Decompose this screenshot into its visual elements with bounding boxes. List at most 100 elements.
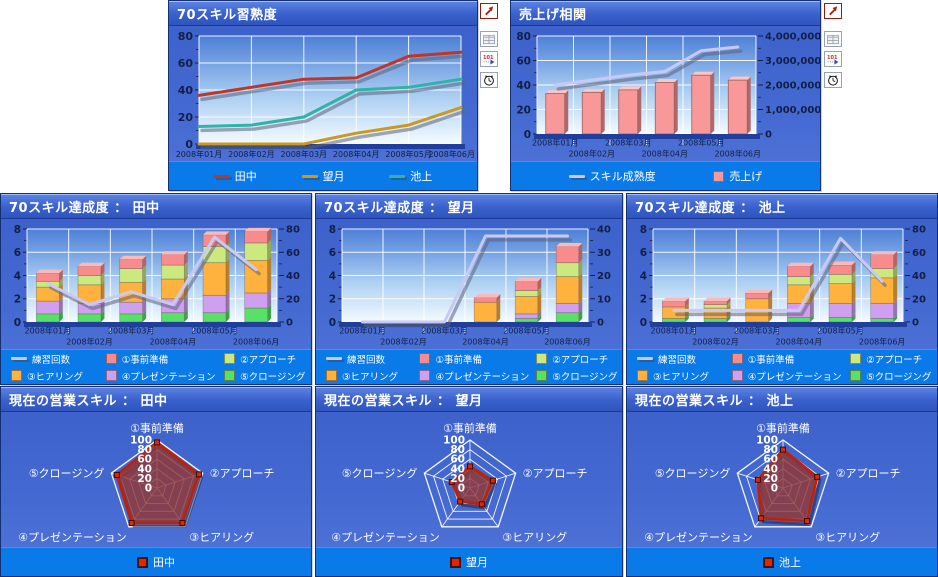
svg-text:60: 60 xyxy=(137,454,152,466)
svg-text:2: 2 xyxy=(14,294,21,306)
svg-text:60: 60 xyxy=(286,248,300,259)
chart-window-achievement-mochizuki: 70スキル達成度 ： 望月 0 2 4 6 8 0 10 20 30 40 2008年01月 2008… xyxy=(315,193,623,385)
sales-correlation-combo-chart[interactable]: 0 20 40 60 80 0 1,000,000 2,000,000 3,000,000 4,0… xyxy=(511,26,820,161)
legend-marker-square xyxy=(536,353,548,364)
svg-text:1,000,000: 1,000,000 xyxy=(765,105,820,116)
svg-text:20: 20 xyxy=(178,111,194,124)
clock-icon[interactable] xyxy=(480,72,498,88)
window-title-radar-ikegami[interactable]: 現在の営業スキル ： 池上 xyxy=(627,387,937,412)
svg-text:20: 20 xyxy=(597,271,611,282)
window-title-radar-mochizuki[interactable]: 現在の営業スキル ： 望月 xyxy=(316,387,622,412)
legend-marker-square-red xyxy=(137,556,148,568)
legend-item: ④プレゼンテーション xyxy=(419,369,536,383)
legend-item: ③ヒアリング xyxy=(11,369,106,383)
window-title-radar-tanaka[interactable]: 現在の営業スキル ： 田中 xyxy=(1,387,311,412)
legend-item: ②アプローチ xyxy=(536,352,618,366)
chart-window-radar-ikegami: 現在の営業スキル ： 池上 0 20 40 60 80 100 ①事前準備 ②アプローチ ③ヒア… xyxy=(626,386,938,577)
svg-text:100: 100 xyxy=(756,435,778,447)
radar-chart-ikegami[interactable]: 0 20 40 60 80 100 ①事前準備 ②アプローチ ③ヒアリング ④プレゼンテーション ⑤… xyxy=(627,412,937,547)
svg-text:⑤クロージング: ⑤クロージング xyxy=(342,466,418,480)
expand-icon[interactable] xyxy=(480,3,498,19)
svg-text:40: 40 xyxy=(763,463,778,475)
radar-ikegami-legend: 池上 xyxy=(627,547,937,576)
svg-text:2008年04月: 2008年04月 xyxy=(776,337,823,347)
svg-text:2008年05月: 2008年05月 xyxy=(678,138,725,148)
svg-text:②アプローチ: ②アプローチ xyxy=(523,467,588,480)
svg-text:2008年01月: 2008年01月 xyxy=(532,138,579,148)
radar-chart-mochizuki[interactable]: 0 20 40 60 80 100 ①事前準備 ②アプローチ ③ヒアリング ④プレゼンテーション ⑤… xyxy=(316,412,622,547)
svg-text:40: 40 xyxy=(450,463,465,475)
svg-text:60: 60 xyxy=(912,248,926,259)
toolbar-sales-correlation: 101 xyxy=(824,3,844,88)
svg-text:4: 4 xyxy=(640,270,647,282)
svg-text:0: 0 xyxy=(597,318,604,329)
window-title-skill-proficiency[interactable]: 70スキル習熟度 xyxy=(169,1,477,26)
radar-chart-tanaka[interactable]: 0 20 40 60 80 100 ①事前準備 ②アプローチ ③ヒアリング ④プレゼンテーション ⑤… xyxy=(1,412,311,547)
legend-marker-line xyxy=(11,357,27,360)
legend-label: ④プレゼンテーション xyxy=(747,371,842,383)
svg-text:0: 0 xyxy=(524,129,531,141)
legend-marker-line xyxy=(213,174,230,178)
legend-label: 練習回数 xyxy=(347,354,386,366)
svg-text:2008年02月: 2008年02月 xyxy=(66,337,113,347)
chart-window-achievement-tanaka: 70スキル達成度 ： 田中 0 2 4 6 8 0 20 40 60 80 2008年01月 2008… xyxy=(0,193,312,385)
legend-label: ③ヒアリング xyxy=(653,371,710,383)
legend-marker-square xyxy=(419,370,431,381)
legend-label: 池上 xyxy=(410,170,433,183)
legend-label: スキル成熟度 xyxy=(589,170,656,183)
legend-item: 田中 xyxy=(137,554,175,570)
legend-label: ⑤クロージング xyxy=(552,371,618,383)
achievement-mochizuki-legend: 練習回数 ①事前準備 ②アプローチ ③ヒアリング ④プレゼンテーション ⑤クロージング xyxy=(316,349,622,384)
numeric-data-icon[interactable]: 101 xyxy=(480,51,498,67)
legend-label: ①事前準備 xyxy=(747,354,795,366)
legend-label: ①事前準備 xyxy=(435,354,482,366)
table-view-icon[interactable] xyxy=(824,31,842,47)
legend-marker-line xyxy=(326,357,342,360)
legend-item: ⑤クロージング xyxy=(224,369,307,383)
table-view-icon[interactable] xyxy=(480,31,498,47)
window-title-achievement-mochizuki[interactable]: 70スキル達成度 ： 望月 xyxy=(316,194,622,219)
legend-item: 池上 xyxy=(389,168,432,184)
svg-text:20: 20 xyxy=(286,294,300,305)
window-title-achievement-tanaka[interactable]: 70スキル達成度 ： 田中 xyxy=(1,194,311,219)
svg-text:③ヒアリング: ③ヒアリング xyxy=(815,530,880,544)
svg-text:80: 80 xyxy=(178,30,194,43)
clock-icon[interactable] xyxy=(824,72,842,88)
legend-marker-line xyxy=(389,174,406,178)
svg-text:2008年04月: 2008年04月 xyxy=(333,149,380,159)
svg-text:2008年03月: 2008年03月 xyxy=(421,326,468,336)
window-title-sales-correlation[interactable]: 売上げ相関 xyxy=(511,1,820,26)
svg-text:①事前準備: ①事前準備 xyxy=(756,421,810,435)
legend-marker-square xyxy=(536,370,548,381)
svg-text:④プレゼンテーション: ④プレゼンテーション xyxy=(331,531,440,544)
expand-icon[interactable] xyxy=(824,3,842,19)
svg-text:④プレゼンテーション: ④プレゼンテーション xyxy=(644,531,753,544)
skill-proficiency-line-chart[interactable]: 0 20 40 60 80 2008年01月 2008年02月 2008年03月 2008年04… xyxy=(169,26,477,161)
achievement-ikegami-stacked-chart[interactable]: 0 2 4 6 8 0 20 40 60 80 2008年01月 2008年02月 2008年03月 20… xyxy=(627,219,937,349)
svg-text:6: 6 xyxy=(640,247,647,259)
legend-label: 売上げ xyxy=(729,170,763,183)
svg-text:2008年02月: 2008年02月 xyxy=(568,149,615,159)
svg-text:80: 80 xyxy=(286,225,300,236)
legend-label: 望月 xyxy=(466,556,488,569)
svg-text:0: 0 xyxy=(640,317,647,329)
svg-text:0: 0 xyxy=(765,130,772,141)
svg-text:20: 20 xyxy=(912,294,926,305)
svg-text:③ヒアリング: ③ヒアリング xyxy=(502,530,567,544)
window-title-achievement-ikegami[interactable]: 70スキル達成度 ： 池上 xyxy=(627,194,937,219)
svg-text:①事前準備: ①事前準備 xyxy=(130,421,184,435)
legend-label: ①事前準備 xyxy=(121,354,169,366)
numeric-data-icon[interactable]: 101 xyxy=(824,51,842,67)
svg-text:④プレゼンテーション: ④プレゼンテーション xyxy=(18,531,127,544)
legend-marker-line xyxy=(301,174,318,178)
legend-item: ①事前準備 xyxy=(731,352,850,366)
legend-item: ③ヒアリング xyxy=(637,369,732,383)
svg-text:2: 2 xyxy=(329,294,336,306)
svg-text:80: 80 xyxy=(137,444,152,456)
chart-window-radar-mochizuki: 現在の営業スキル ： 望月 0 20 40 60 80 100 ①事前準備 ②アプローチ ③ヒア… xyxy=(315,386,623,577)
svg-text:0: 0 xyxy=(286,318,293,329)
achievement-tanaka-stacked-chart[interactable]: 0 2 4 6 8 0 20 40 60 80 2008年01月 2008年02月 2008年03月 20… xyxy=(1,219,311,349)
achievement-mochizuki-stacked-chart[interactable]: 0 2 4 6 8 0 10 20 30 40 2008年01月 2008年02月 2008年03月 20… xyxy=(316,219,622,349)
svg-text:②アプローチ: ②アプローチ xyxy=(836,467,901,480)
